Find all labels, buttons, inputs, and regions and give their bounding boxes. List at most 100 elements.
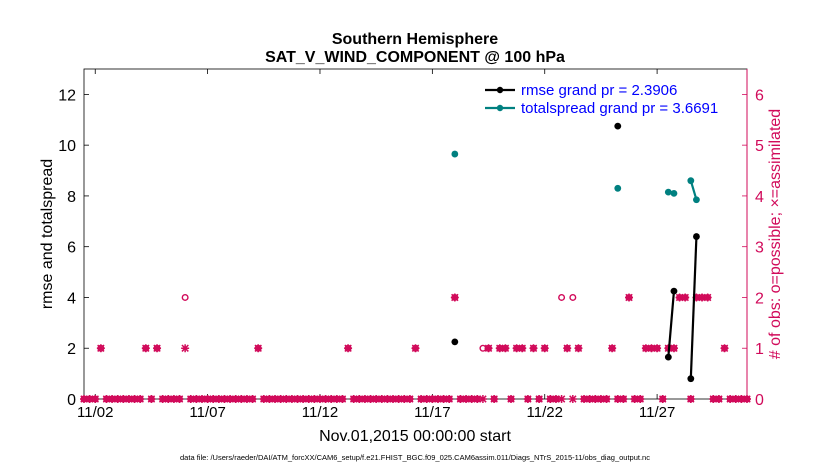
x-axis: 11/02 11/07 11/12 11/17 11/22 11/27 xyxy=(77,69,675,421)
obs-assimilated-marker xyxy=(226,395,235,403)
chart-title: Southern Hemisphere xyxy=(332,31,498,48)
rmse-point xyxy=(670,287,678,295)
obs-assimilated-marker xyxy=(439,395,448,403)
obs-assimilated-marker xyxy=(181,344,190,353)
obs-assimilated-marker xyxy=(568,395,577,403)
obs-assimilated-marker xyxy=(411,344,420,353)
obs-assimilated-marker xyxy=(276,395,285,403)
obs-assimilated-marker xyxy=(507,395,516,403)
obs-assimilated-marker xyxy=(400,395,409,403)
obs-assimilated-marker xyxy=(529,344,538,353)
obs-assimilated-marker xyxy=(394,395,403,403)
obs-assimilated-marker xyxy=(490,395,499,403)
obs-assimilated-marker xyxy=(574,344,583,353)
legend-spread-label: totalspread grand pr = 3.6691 xyxy=(521,100,718,117)
y-right-tick-label: 2 xyxy=(755,290,764,307)
y-axis-label-left: rmse and totalspread xyxy=(39,159,56,309)
x-tick-label: 11/12 xyxy=(302,404,338,421)
legend-box xyxy=(475,76,737,118)
obs-assimilated-marker xyxy=(192,395,201,403)
obs-assimilated-marker xyxy=(164,395,173,403)
obs-assimilated-marker xyxy=(119,395,128,403)
y-tick-label: 12 xyxy=(58,87,76,104)
obs-assimilated-marker xyxy=(450,293,459,302)
obs-assimilated-marker xyxy=(91,395,100,403)
obs-assimilated-marker xyxy=(349,395,358,403)
y-axis-right: 0 1 2 3 4 5 6 xyxy=(742,87,764,409)
legend-rmse-label: rmse grand pr = 2.3906 xyxy=(521,82,677,99)
y-axis-left: 0 2 4 6 8 10 12 xyxy=(58,87,89,409)
obs-assimilated-marker xyxy=(310,395,319,403)
obs-assimilated-marker xyxy=(85,395,94,403)
obs-assimilated-marker xyxy=(242,395,251,403)
obs-assimilated-marker xyxy=(366,395,375,403)
obs-assimilated-marker xyxy=(737,395,746,403)
obs-assimilated-marker xyxy=(703,293,712,302)
obs-assimilated-marker xyxy=(580,395,589,403)
y-right-tick-label: 5 xyxy=(755,138,764,155)
obs-assimilated-marker xyxy=(462,395,471,403)
obs-assimilated-marker xyxy=(124,395,133,403)
obs-assimilated-marker xyxy=(153,344,162,353)
obs-assimilated-marker xyxy=(209,395,218,403)
rmse-point xyxy=(664,353,672,361)
obs-assimilated-marker xyxy=(259,395,268,403)
obs-assimilated-marker xyxy=(608,344,617,353)
obs-assimilated-marker xyxy=(299,395,308,403)
y-right-tick-label: 6 xyxy=(755,87,764,104)
obs-assimilated-marker xyxy=(686,395,695,403)
obs-assimilated-marker xyxy=(321,395,330,403)
obs-assimilated-marker xyxy=(596,395,605,403)
obs-assimilated-marker xyxy=(141,344,150,353)
y-right-tick-label: 1 xyxy=(755,341,764,358)
obs-assimilated-marker xyxy=(731,395,740,403)
rmse-point xyxy=(687,375,695,383)
x-tick-label: 11/27 xyxy=(639,404,675,421)
obs-assimilated-marker xyxy=(675,293,684,302)
obs-assimilated-marker xyxy=(495,344,504,353)
obs-assimilated-marker xyxy=(428,395,437,403)
obs-assimilated-marker xyxy=(720,344,729,353)
obs-assimilated-marker xyxy=(254,344,263,353)
rmse-point xyxy=(451,338,459,346)
x-tick-label: 11/17 xyxy=(414,404,450,421)
obs-assimilated-marker xyxy=(113,395,122,403)
obs-assimilated-marker xyxy=(102,395,111,403)
obs-assimilated-marker xyxy=(692,293,701,302)
obs-assimilated-marker xyxy=(282,395,291,403)
obs-assimilated-marker xyxy=(445,395,454,403)
obs-assimilated-marker xyxy=(613,395,622,403)
obs-assimilated-marker xyxy=(108,395,117,403)
obs-assimilated-marker xyxy=(523,395,532,403)
obs-assimilated-marker xyxy=(535,395,544,403)
data-file-footer: data file: /Users/raeder/DAI/ATM_forcXX/… xyxy=(180,453,650,462)
rmse-point xyxy=(693,233,700,240)
obs-assimilated-marker xyxy=(563,344,572,353)
obs-assimilated-marker xyxy=(136,395,145,403)
rmse-segment xyxy=(689,236,698,379)
obs-assimilated-marker xyxy=(158,395,167,403)
x-axis-label: Nov.01,2015 00:00:00 start xyxy=(319,428,511,445)
obs-assimilated-marker xyxy=(389,395,398,403)
obs-assimilated-marker xyxy=(433,395,442,403)
obs-assimilated-marker xyxy=(743,395,751,403)
obs-assimilated-marker xyxy=(512,344,521,353)
rmse-point xyxy=(614,122,622,130)
obs-assimilated-marker xyxy=(658,395,667,403)
obs-assimilated-marker xyxy=(641,344,650,353)
x-tick-label: 11/22 xyxy=(527,404,563,421)
obs-assimilated-marker xyxy=(619,395,628,403)
plot-frame xyxy=(83,68,748,400)
obs-assimilated-marker xyxy=(265,395,274,403)
spread-point xyxy=(687,177,695,185)
obs-possible-marker xyxy=(569,293,577,301)
y-tick-label: 8 xyxy=(67,189,76,206)
obs-assimilated-marker xyxy=(422,395,431,403)
spread-point xyxy=(664,188,672,196)
obs-assimilated-marker xyxy=(231,395,240,403)
y-tick-label: 0 xyxy=(67,392,76,409)
obs-assimilated-marker xyxy=(355,395,364,403)
obs-assimilated-marker xyxy=(630,395,639,403)
obs-assimilated-marker xyxy=(478,395,487,403)
obs-assimilated-marker xyxy=(636,395,645,403)
